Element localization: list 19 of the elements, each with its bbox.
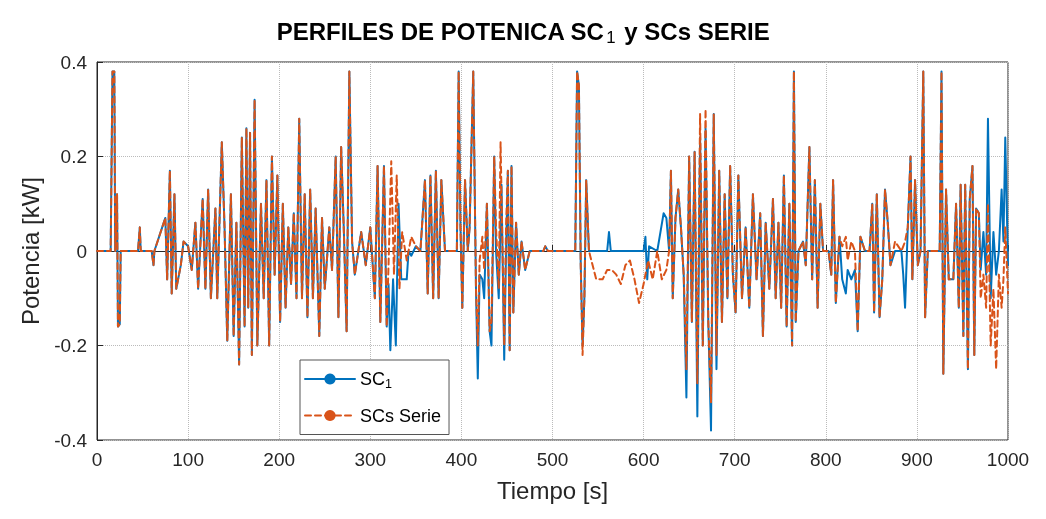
- x-tick-label: 500: [536, 449, 569, 470]
- x-tick-label: 0: [91, 449, 103, 470]
- y-tick-label: 0.2: [60, 146, 87, 167]
- x-tick-label: 100: [172, 449, 204, 470]
- x-axis-title: Tiempo [s]: [496, 476, 609, 504]
- x-tick-label: 400: [445, 449, 478, 470]
- legend-label: SCs Serie: [360, 405, 442, 426]
- y-tick-label: -0.4: [54, 429, 88, 451]
- x-tick-label: 900: [901, 449, 933, 470]
- x-tick-label: 600: [627, 449, 660, 470]
- x-tick-label: 300: [354, 449, 387, 470]
- y-axis-title: Potencia [kW]: [16, 176, 44, 326]
- y-tick-label: 0.4: [60, 51, 88, 73]
- x-tick-label: 800: [809, 449, 842, 470]
- y-tick-label: 0: [76, 240, 87, 262]
- x-tick-label: 700: [718, 449, 751, 470]
- y-tick-label: -0.2: [54, 335, 87, 356]
- x-tick-label: 1000: [986, 449, 1030, 470]
- x-tick-label: 200: [263, 449, 296, 470]
